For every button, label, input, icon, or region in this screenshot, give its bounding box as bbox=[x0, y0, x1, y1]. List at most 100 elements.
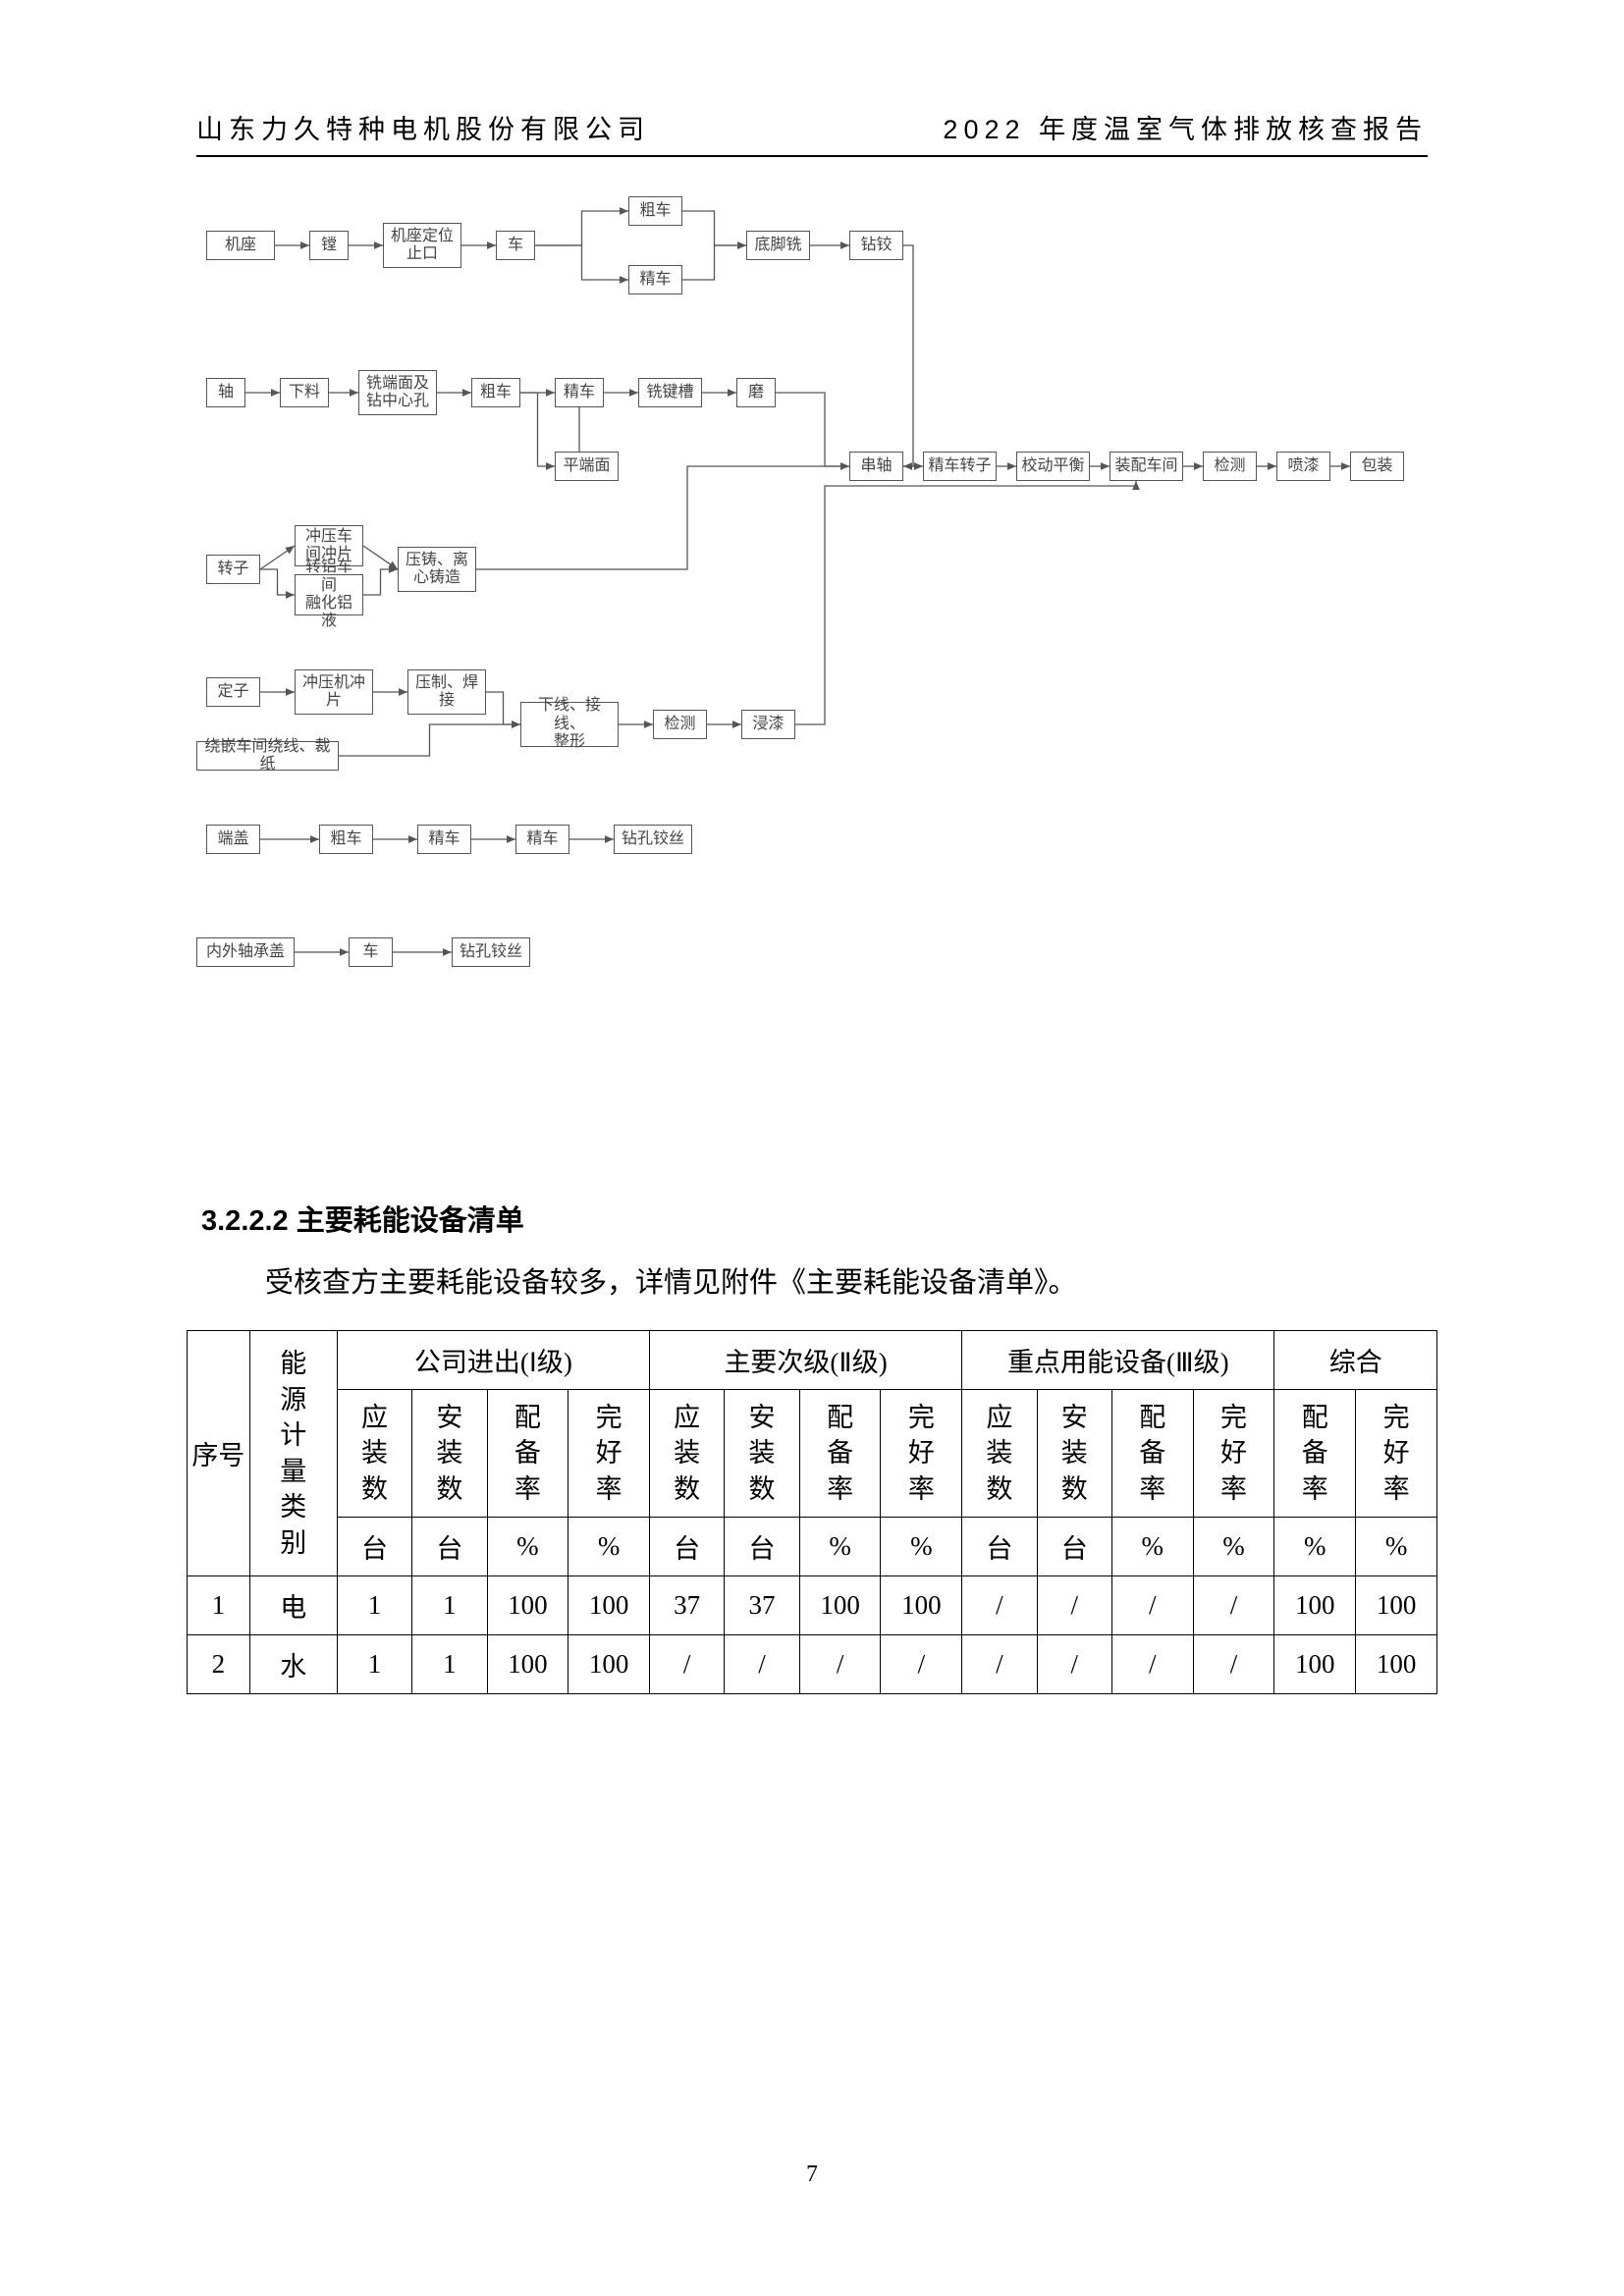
table-cell: 100 bbox=[1356, 1576, 1437, 1635]
table-cell: 37 bbox=[725, 1576, 799, 1635]
table-header: 台 bbox=[649, 1518, 724, 1576]
flow-node-n21: 检测 bbox=[1203, 452, 1257, 481]
process-flowchart: 机座镗机座定位止口车粗车精车底脚铣钻铰轴下料铣端面及钻中心孔粗车精车铣键槽磨平端… bbox=[196, 191, 1591, 1075]
flow-node-n24: 转子 bbox=[206, 555, 260, 584]
flow-node-n30: 压制、焊接 bbox=[407, 669, 486, 715]
table-cell: 100 bbox=[1274, 1635, 1356, 1694]
table-header: 序号 bbox=[188, 1331, 250, 1576]
flow-node-n1: 机座 bbox=[206, 231, 275, 260]
flow-node-n33: 浸漆 bbox=[741, 710, 795, 739]
flow-node-n19: 校动平衡 bbox=[1016, 452, 1090, 481]
flow-node-n15: 磨 bbox=[736, 378, 776, 407]
table-row: 2水11100100////////100100 bbox=[188, 1635, 1437, 1694]
flow-node-n22: 喷漆 bbox=[1276, 452, 1330, 481]
flow-node-n14: 铣键槽 bbox=[638, 378, 702, 407]
table-header: 公司进出(Ⅰ级) bbox=[337, 1331, 649, 1390]
flow-node-n40: 内外轴承盖 bbox=[196, 937, 295, 967]
table-cell: / bbox=[1037, 1576, 1111, 1635]
table-cell: 1 bbox=[337, 1635, 411, 1694]
table-header: % bbox=[881, 1518, 962, 1576]
table-cell: / bbox=[725, 1635, 799, 1694]
table-header: 台 bbox=[1037, 1518, 1111, 1576]
table-cell: 1 bbox=[188, 1576, 250, 1635]
table-header: 应装数 bbox=[337, 1390, 411, 1518]
flow-node-n29: 冲压机冲片 bbox=[295, 669, 373, 715]
flow-node-n41: 车 bbox=[349, 937, 393, 967]
equipment-table: 序号能源计量类别公司进出(Ⅰ级)主要次级(Ⅱ级)重点用能设备(Ⅲ级)综合应装数安… bbox=[187, 1330, 1437, 1694]
flow-node-n4: 车 bbox=[496, 231, 535, 260]
flow-node-n6: 精车 bbox=[628, 265, 682, 294]
table-header: 台 bbox=[725, 1518, 799, 1576]
flow-node-n27: 压铸、离心铸造 bbox=[398, 547, 476, 592]
table-header: 能源计量类别 bbox=[249, 1331, 337, 1576]
flow-node-n26: 转铝车间融化铝液 bbox=[295, 574, 363, 615]
flow-node-n39: 钻孔铰丝 bbox=[614, 825, 692, 854]
table-header: 安装数 bbox=[412, 1390, 487, 1518]
table-cell: 100 bbox=[487, 1635, 568, 1694]
table-cell: 1 bbox=[337, 1576, 411, 1635]
header-left: 山东力久特种电机股份有限公司 bbox=[196, 108, 650, 146]
flow-node-n7: 底脚铣 bbox=[746, 231, 810, 260]
flow-node-n13: 精车 bbox=[555, 378, 604, 407]
table-header: 应装数 bbox=[962, 1390, 1037, 1518]
table-cell: / bbox=[649, 1635, 724, 1694]
table-cell: / bbox=[962, 1576, 1037, 1635]
flow-node-n23: 包装 bbox=[1350, 452, 1404, 481]
table-cell: 水 bbox=[249, 1635, 337, 1694]
flow-node-n28: 定子 bbox=[206, 677, 260, 707]
flow-node-n5: 粗车 bbox=[628, 196, 682, 226]
table-header: 安装数 bbox=[725, 1390, 799, 1518]
table-row: 1电111001003737100100////100100 bbox=[188, 1576, 1437, 1635]
table-header: % bbox=[1356, 1518, 1437, 1576]
table-cell: 100 bbox=[487, 1576, 568, 1635]
page: 山东力久特种电机股份有限公司 2022 年度温室气体排放核查报告 机座镗机座定位… bbox=[0, 0, 1624, 2296]
table-cell: / bbox=[1111, 1576, 1193, 1635]
table-cell: 37 bbox=[649, 1576, 724, 1635]
table-cell: / bbox=[1193, 1635, 1274, 1694]
table-cell: 100 bbox=[568, 1576, 650, 1635]
flow-node-n16: 平端面 bbox=[555, 452, 619, 481]
table-header: % bbox=[1193, 1518, 1274, 1576]
flow-node-n36: 粗车 bbox=[319, 825, 373, 854]
flow-node-n10: 下料 bbox=[280, 378, 329, 407]
table-header: 主要次级(Ⅱ级) bbox=[649, 1331, 961, 1390]
table-header: 完好率 bbox=[881, 1390, 962, 1518]
flow-node-n8: 钻铰 bbox=[849, 231, 903, 260]
table-cell: / bbox=[1193, 1576, 1274, 1635]
table-cell: / bbox=[1111, 1635, 1193, 1694]
table-cell: / bbox=[881, 1635, 962, 1694]
flow-node-n34: 绕嵌车间绕线、裁纸 bbox=[196, 741, 339, 771]
table-cell: 2 bbox=[188, 1635, 250, 1694]
table-cell: 1 bbox=[412, 1635, 487, 1694]
flow-node-n32: 检测 bbox=[653, 710, 707, 739]
table-header: 安装数 bbox=[1037, 1390, 1111, 1518]
flow-node-n3: 机座定位止口 bbox=[383, 223, 461, 268]
flowchart-arrows bbox=[196, 191, 1591, 1075]
table-header: 配备率 bbox=[799, 1390, 881, 1518]
flow-node-n11: 铣端面及钻中心孔 bbox=[358, 370, 437, 415]
flow-node-n42: 钻孔铰丝 bbox=[452, 937, 530, 967]
flow-node-n35: 端盖 bbox=[206, 825, 260, 854]
flow-node-n12: 粗车 bbox=[471, 378, 520, 407]
page-number: 7 bbox=[0, 2162, 1624, 2188]
flow-node-n2: 镗 bbox=[309, 231, 349, 260]
table-header: % bbox=[1111, 1518, 1193, 1576]
table-header: 应装数 bbox=[649, 1390, 724, 1518]
table-header: 台 bbox=[962, 1518, 1037, 1576]
table-header: 台 bbox=[337, 1518, 411, 1576]
flow-node-n31: 下线、接线、整形 bbox=[520, 702, 619, 747]
flow-node-n17: 串轴 bbox=[849, 452, 903, 481]
table-header: 完好率 bbox=[1193, 1390, 1274, 1518]
table-header: % bbox=[487, 1518, 568, 1576]
table-header: % bbox=[568, 1518, 650, 1576]
table-cell: / bbox=[1037, 1635, 1111, 1694]
table-header: 重点用能设备(Ⅲ级) bbox=[962, 1331, 1274, 1390]
table-cell: 100 bbox=[799, 1576, 881, 1635]
section-body: 受核查方主要耗能设备较多，详情见附件《主要耗能设备清单》。 bbox=[265, 1256, 1428, 1310]
table-header: 配备率 bbox=[487, 1390, 568, 1518]
table-cell: 1 bbox=[412, 1576, 487, 1635]
section-heading: 3.2.2.2 主要耗能设备清单 bbox=[201, 1198, 524, 1239]
table-cell: 电 bbox=[249, 1576, 337, 1635]
table-cell: 100 bbox=[1356, 1635, 1437, 1694]
table-header: % bbox=[799, 1518, 881, 1576]
